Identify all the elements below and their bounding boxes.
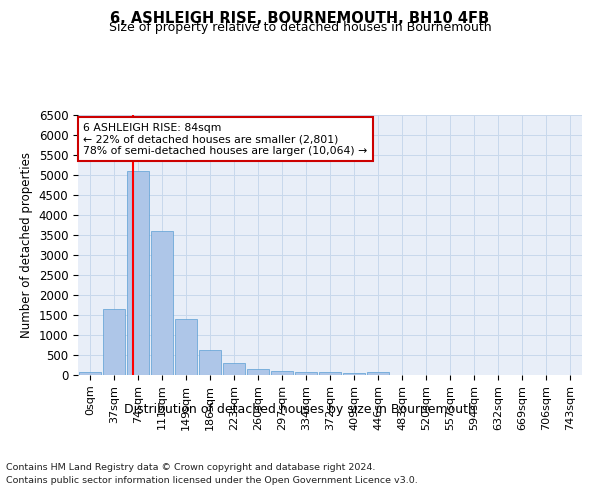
- Bar: [247, 369, 269, 375]
- Bar: [175, 319, 197, 375]
- Y-axis label: Number of detached properties: Number of detached properties: [20, 152, 33, 338]
- Text: Size of property relative to detached houses in Bournemouth: Size of property relative to detached ho…: [109, 22, 491, 35]
- Bar: [79, 372, 101, 375]
- Bar: [367, 372, 389, 375]
- Text: Distribution of detached houses by size in Bournemouth: Distribution of detached houses by size …: [124, 402, 476, 415]
- Text: 6, ASHLEIGH RISE, BOURNEMOUTH, BH10 4FB: 6, ASHLEIGH RISE, BOURNEMOUTH, BH10 4FB: [110, 11, 490, 26]
- Bar: [343, 373, 365, 375]
- Bar: [223, 363, 245, 375]
- Bar: [199, 350, 221, 375]
- Text: Contains HM Land Registry data © Crown copyright and database right 2024.: Contains HM Land Registry data © Crown c…: [6, 462, 376, 471]
- Bar: [271, 370, 293, 375]
- Bar: [127, 171, 149, 375]
- Bar: [319, 372, 341, 375]
- Bar: [103, 309, 125, 375]
- Text: Contains public sector information licensed under the Open Government Licence v3: Contains public sector information licen…: [6, 476, 418, 485]
- Bar: [151, 231, 173, 375]
- Text: 6 ASHLEIGH RISE: 84sqm
← 22% of detached houses are smaller (2,801)
78% of semi-: 6 ASHLEIGH RISE: 84sqm ← 22% of detached…: [83, 123, 367, 156]
- Bar: [295, 372, 317, 375]
